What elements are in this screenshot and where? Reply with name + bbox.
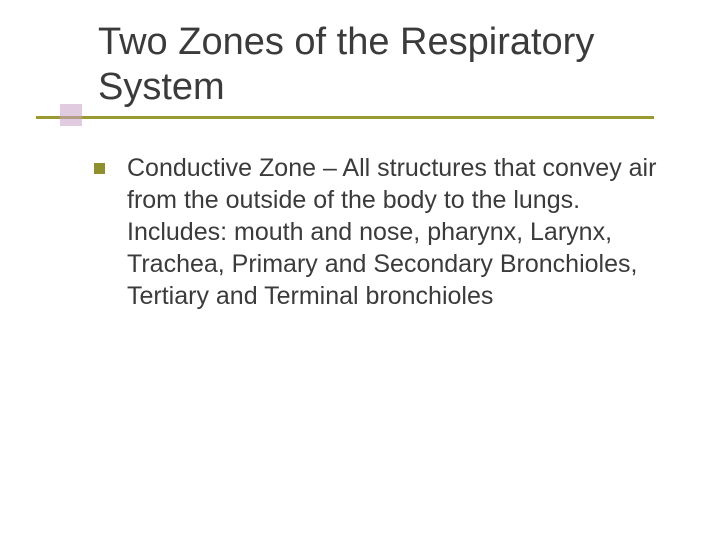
slide-title: Two Zones of the Respiratory System [98,20,700,110]
body-block: Conductive Zone – All structures that co… [142,152,682,312]
title-underline [36,116,654,119]
list-item: Conductive Zone – All structures that co… [142,152,682,312]
title-accent-square-icon [60,104,82,126]
bullet-square-icon [94,163,105,174]
title-block: Two Zones of the Respiratory System [98,20,700,110]
slide-container: Two Zones of the Respiratory System Cond… [0,0,720,540]
bullet-text: Conductive Zone – All structures that co… [127,152,682,312]
